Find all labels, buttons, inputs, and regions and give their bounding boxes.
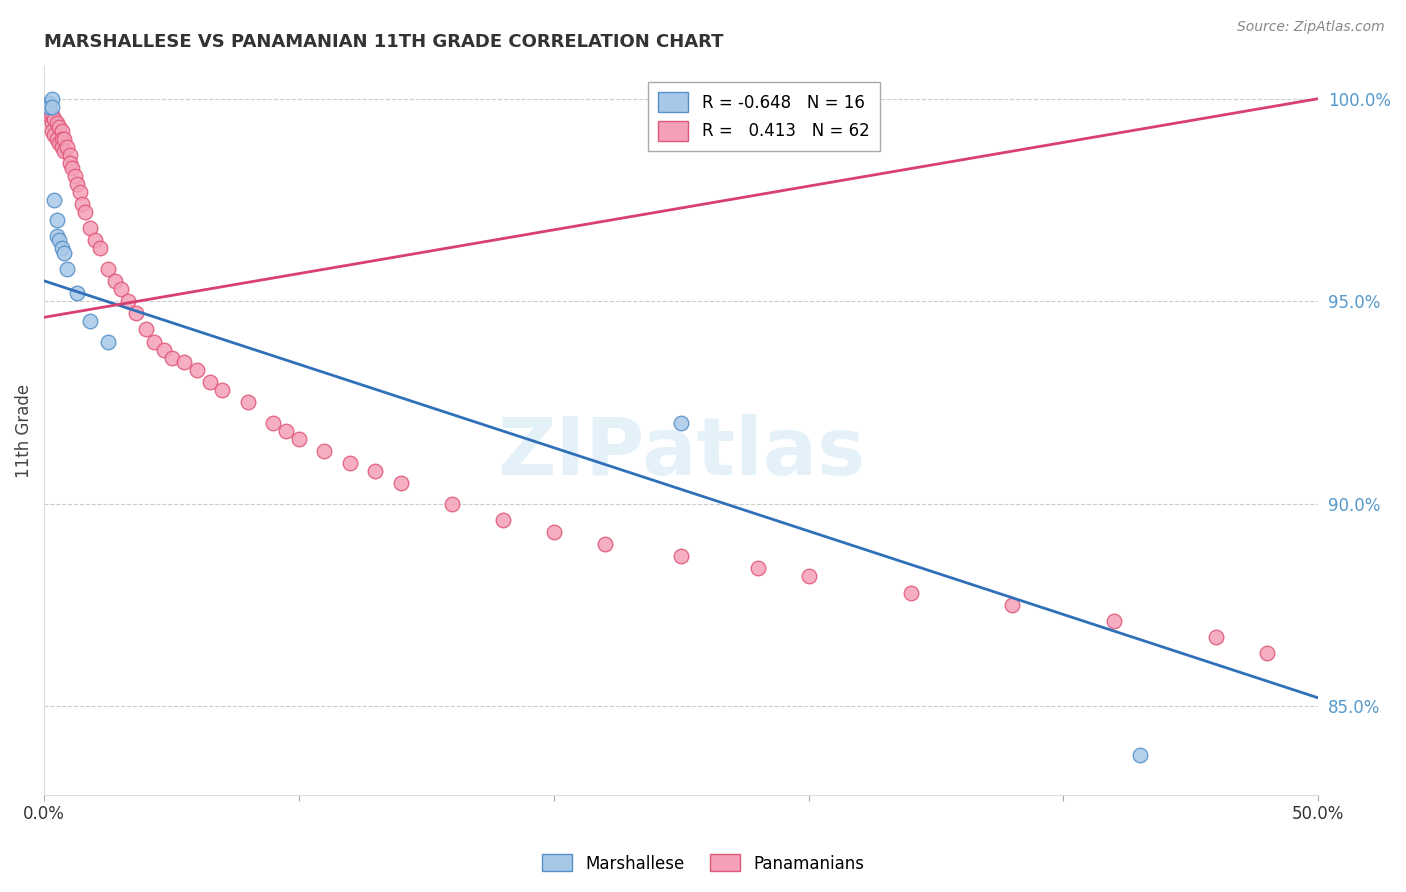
Point [900,585,922,599]
Point [276,424,298,438]
Point [44,128,66,142]
Point [56,140,79,154]
Point [58,148,80,162]
Point [51,132,73,146]
Point [38,108,60,122]
Point [58,156,80,170]
Point [35,103,58,118]
Point [1104,614,1126,628]
Point [492,513,515,527]
Point [73,205,96,219]
Point [89,242,111,256]
Point [41,116,63,130]
Point [51,140,73,154]
Point [288,432,311,446]
Point [669,549,692,564]
Point [104,274,127,288]
Point [60,161,83,175]
Point [339,456,361,470]
Point [669,416,692,430]
Point [186,363,208,377]
Point [51,242,73,256]
Point [72,197,94,211]
Point [66,285,89,300]
Point [198,375,221,389]
Text: Source: ZipAtlas.com: Source: ZipAtlas.com [1237,20,1385,34]
Point [262,416,284,430]
Point [41,92,63,106]
Point [38,95,60,110]
Point [79,221,101,235]
Point [48,233,70,247]
Point [48,136,70,151]
Point [41,100,63,114]
Point [44,112,66,126]
Point [97,261,120,276]
Point [314,444,336,458]
Point [364,464,387,478]
Point [45,132,67,146]
Point [45,213,67,227]
Point [56,261,79,276]
Text: MARSHALLESE VS PANAMANIAN 11TH GRADE CORRELATION CHART: MARSHALLESE VS PANAMANIAN 11TH GRADE COR… [44,33,724,51]
Point [236,395,259,409]
Point [1256,646,1278,660]
Point [53,145,76,159]
Point [53,132,76,146]
Point [160,351,183,365]
Point [543,524,565,539]
Point [45,229,67,244]
Point [593,537,616,551]
Point [41,124,63,138]
Point [79,314,101,328]
Point [110,282,132,296]
Point [1205,630,1227,644]
Point [1129,747,1152,762]
Point [153,343,176,357]
Text: ZIPatlas: ZIPatlas [498,414,865,491]
Point [389,476,412,491]
Point [53,245,76,260]
Point [44,193,66,207]
Point [45,116,67,130]
Point [173,355,195,369]
Point [117,294,139,309]
Point [211,383,233,397]
Point [63,169,86,183]
Point [797,569,820,583]
Point [66,177,89,191]
Point [51,124,73,138]
Point [1001,598,1024,612]
Y-axis label: 11th Grade: 11th Grade [15,384,32,478]
Legend: Marshallese, Panamanians: Marshallese, Panamanians [536,847,870,880]
Point [84,233,107,247]
Point [38,100,60,114]
Legend: R = -0.648   N = 16, R =   0.413   N = 62: R = -0.648 N = 16, R = 0.413 N = 62 [648,82,880,151]
Point [440,497,463,511]
Point [135,322,157,336]
Point [97,334,120,349]
Point [41,108,63,122]
Point [142,334,165,349]
Point [48,120,70,134]
Point [125,306,148,320]
Point [38,100,60,114]
Point [747,561,769,575]
Point [69,185,91,199]
